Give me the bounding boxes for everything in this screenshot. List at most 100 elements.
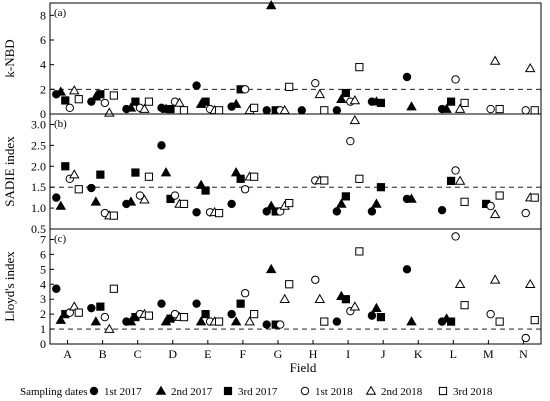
x-tick-label: E	[204, 347, 211, 361]
data-point	[371, 302, 382, 312]
legend-marker	[155, 385, 167, 395]
data-point	[214, 317, 224, 326]
legend-entry-label: 1st 2018	[315, 386, 353, 398]
data-point	[125, 196, 137, 206]
data-point	[406, 316, 417, 326]
data-point	[446, 176, 456, 186]
data-point	[69, 169, 80, 179]
data-point	[451, 75, 460, 84]
data-point	[454, 103, 466, 113]
data-point	[55, 200, 67, 210]
data-point	[346, 136, 355, 146]
data-point	[201, 310, 210, 319]
data-point	[131, 168, 140, 177]
data-point	[341, 192, 350, 201]
data-point	[530, 106, 539, 115]
data-point	[446, 97, 456, 106]
data-point	[336, 198, 347, 208]
data-point	[524, 62, 536, 73]
x-tick-label: C	[134, 347, 142, 361]
x-axis-label: Field	[290, 360, 317, 375]
data-point	[214, 106, 224, 115]
plot-frame	[49, 228, 542, 345]
data-point	[227, 199, 236, 209]
legend-marker	[223, 386, 233, 396]
data-point	[139, 103, 150, 113]
data-point	[341, 295, 350, 304]
data-point	[402, 265, 412, 274]
data-point	[495, 104, 504, 114]
data-point	[144, 172, 154, 181]
data-point	[131, 97, 140, 106]
data-point	[530, 193, 539, 202]
data-point	[406, 193, 417, 203]
data-point	[521, 106, 530, 115]
data-point	[109, 284, 118, 293]
data-point	[179, 199, 189, 209]
data-point	[495, 191, 504, 200]
x-tick-label: D	[168, 347, 177, 361]
data-point	[144, 97, 154, 106]
data-point	[192, 208, 201, 217]
data-point	[437, 205, 447, 215]
data-point	[489, 208, 501, 219]
y-tick-label: 2	[40, 82, 46, 96]
data-point	[530, 316, 539, 325]
data-point	[332, 317, 342, 326]
data-point	[236, 299, 245, 308]
data-point	[90, 196, 102, 206]
x-tick-label: A	[63, 347, 72, 361]
legend-entry-label: 1st 2017	[104, 386, 142, 398]
data-point	[285, 82, 294, 91]
data-point	[109, 91, 118, 100]
data-point	[489, 274, 501, 284]
data-point	[367, 207, 377, 216]
y-tick-label: 0	[40, 337, 46, 351]
y-tick-label: 4	[40, 277, 46, 291]
data-point	[52, 193, 61, 202]
data-point	[376, 98, 386, 108]
data-point	[460, 98, 469, 108]
data-point	[160, 167, 172, 177]
legend-marker	[365, 385, 377, 395]
data-point	[250, 310, 259, 319]
data-point	[320, 106, 329, 115]
data-point	[201, 186, 210, 195]
data-point	[227, 309, 236, 319]
data-point	[460, 301, 469, 310]
x-tick-label: L	[450, 347, 457, 361]
data-point	[240, 185, 250, 194]
data-point	[157, 299, 166, 308]
data-point	[320, 317, 329, 326]
data-point	[402, 72, 412, 82]
data-point	[135, 191, 145, 200]
data-point	[166, 314, 175, 323]
data-point	[87, 183, 96, 193]
data-point	[240, 289, 250, 298]
y-tick-label: 8	[40, 8, 46, 22]
legend-marker	[300, 386, 310, 396]
data-point	[96, 170, 105, 179]
panel-a: 0 2 4 6 8 (a) k-NBD	[2, 0, 542, 121]
data-point	[320, 176, 329, 185]
y-tick-label: 6	[40, 33, 46, 47]
data-point	[371, 198, 382, 208]
data-point	[285, 280, 294, 289]
x-tick-label: F	[240, 347, 247, 361]
data-point	[201, 97, 210, 106]
legend-entry-label: 2nd 2017	[171, 386, 213, 398]
data-point	[192, 81, 201, 90]
data-point	[265, 0, 277, 10]
y-tick-label: 6	[40, 247, 46, 261]
data-point	[61, 162, 70, 171]
data-point	[460, 197, 469, 206]
panel-tag: (a)	[54, 7, 67, 19]
data-point	[100, 98, 110, 108]
data-point	[406, 101, 417, 111]
x-tick-label: B	[99, 347, 107, 361]
data-point	[355, 63, 364, 72]
y-tick-label: 2.0	[31, 159, 46, 173]
legend-entry-label: 3rd 2017	[238, 386, 278, 398]
data-point	[55, 314, 67, 324]
